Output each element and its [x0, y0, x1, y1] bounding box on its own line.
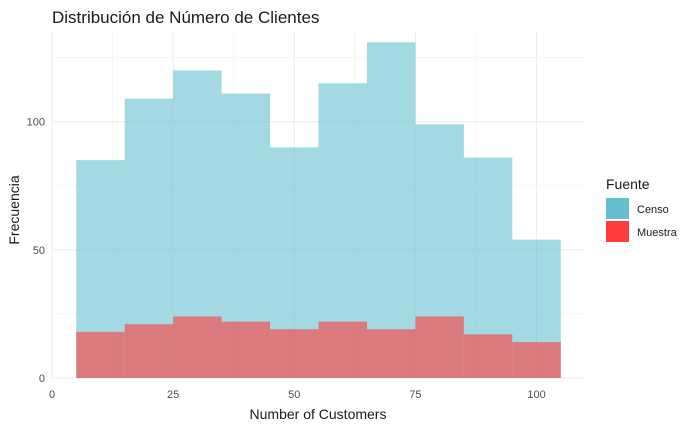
bar-censo: [366, 42, 416, 378]
legend-label-censo: Censo: [637, 204, 669, 216]
x-tick-label: 0: [49, 389, 55, 401]
legend-swatch-censo: [606, 198, 629, 219]
legend-label-muestra: Muestra: [637, 227, 678, 239]
x-tick-label: 75: [409, 389, 421, 401]
legend: Fuente Censo Muestra: [606, 176, 678, 242]
bar-muestra: [270, 329, 319, 378]
x-axis-title: Number of Customers: [250, 406, 387, 422]
y-tick-label: 0: [39, 373, 45, 385]
tick-labels: 0 25 50 75 100 0 50 100: [27, 117, 546, 401]
legend-title: Fuente: [606, 176, 650, 192]
bar-muestra: [318, 321, 367, 378]
x-tick-label: 50: [288, 389, 300, 401]
bar-muestra: [173, 316, 222, 378]
x-tick-label: 100: [527, 389, 545, 401]
bar-muestra: [463, 334, 513, 378]
x-tick-label: 25: [167, 389, 179, 401]
y-tick-label: 100: [27, 117, 45, 129]
legend-swatch-muestra: [606, 221, 629, 242]
bars: [76, 42, 561, 379]
bar-muestra: [512, 342, 561, 378]
bar-muestra: [221, 321, 271, 378]
bar-muestra: [415, 316, 464, 378]
y-axis-title: Frecuencia: [6, 175, 22, 244]
bar-muestra: [124, 324, 174, 378]
chart-title: Distribución de Número de Clientes: [52, 8, 319, 27]
bar-muestra: [366, 329, 416, 378]
y-tick-label: 50: [33, 245, 45, 257]
bar-muestra: [76, 331, 125, 378]
